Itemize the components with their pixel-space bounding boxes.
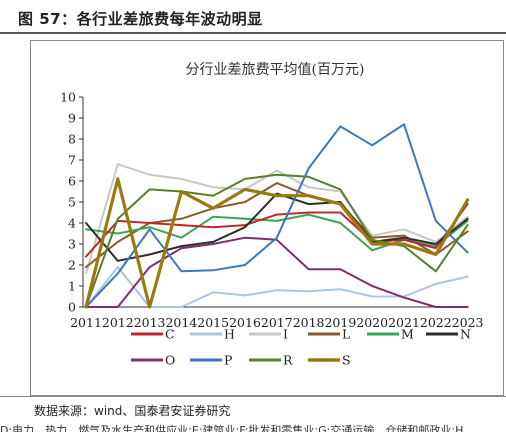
x-tick-label: 2018 bbox=[293, 315, 325, 330]
x-tick-label: 2021 bbox=[388, 315, 420, 330]
figure-title: 图 57：各行业差旅费每年波动明显 bbox=[18, 10, 263, 28]
legend-label: N bbox=[460, 327, 471, 342]
x-tick-label: 2022 bbox=[420, 315, 452, 330]
y-tick-label: 0 bbox=[68, 300, 76, 315]
legend-label: I bbox=[283, 327, 288, 342]
legend-item-r: R bbox=[249, 353, 293, 368]
x-tick-label: 2020 bbox=[356, 315, 388, 330]
series-line-r bbox=[85, 173, 469, 308]
x-tick-label: 2023 bbox=[452, 315, 484, 330]
y-tick-label: 2 bbox=[68, 258, 76, 273]
y-tick-label: 6 bbox=[68, 174, 76, 189]
series-line-c bbox=[85, 203, 469, 258]
x-tick-label: 2019 bbox=[324, 315, 356, 330]
footnote: D:电力、热力、燃气及水生产和供应业;E:建筑业;F:批发和零售业;G:交通运输… bbox=[0, 424, 464, 432]
legend-item-n: N bbox=[426, 327, 471, 342]
y-tick-label: 3 bbox=[68, 237, 76, 252]
x-tick-label: 2013 bbox=[134, 315, 166, 330]
legend-item-l: L bbox=[308, 327, 350, 342]
x-tick-label: 2012 bbox=[102, 315, 134, 330]
data-source: 数据来源：wind、国泰君安证券研究 bbox=[34, 404, 231, 418]
legend: C H I L M N O P R S bbox=[131, 327, 471, 368]
legend-item-s: S bbox=[308, 353, 351, 368]
x-axis-ticks: 2011 2012 2013 2014 2015 2016 2017 2018 2019 2020… bbox=[70, 315, 483, 330]
x-tick-label: 2016 bbox=[229, 315, 261, 330]
series-line-n bbox=[85, 192, 469, 262]
legend-label: L bbox=[342, 327, 350, 342]
legend-item-m: M bbox=[367, 327, 414, 342]
chart-frame: 分行业差旅费平均值(百万元) 0 1 2 3 4 5 6 7 8 9 10 2011 2012 2013… bbox=[30, 40, 504, 396]
title-divider bbox=[0, 32, 506, 34]
y-tick-label: 8 bbox=[68, 132, 76, 147]
source-divider bbox=[0, 396, 506, 397]
legend-item-c: C bbox=[131, 327, 175, 342]
series-line-s bbox=[84, 177, 470, 309]
y-tick-label: 10 bbox=[60, 90, 76, 105]
legend-label: C bbox=[165, 327, 175, 342]
legend-label: S bbox=[342, 353, 351, 368]
legend-label: P bbox=[224, 353, 232, 368]
y-tick-label: 4 bbox=[68, 216, 76, 231]
y-tick-label: 1 bbox=[68, 279, 76, 294]
y-tick-label: 5 bbox=[68, 195, 76, 210]
series-line-p bbox=[85, 123, 469, 308]
series-line-o bbox=[85, 236, 469, 308]
legend-label: O bbox=[165, 353, 175, 368]
x-tick-label: 2017 bbox=[261, 315, 293, 330]
x-tick-label: 2015 bbox=[197, 315, 229, 330]
y-tick-label: 9 bbox=[68, 111, 76, 126]
legend-item-p: P bbox=[190, 353, 232, 368]
chart-title: 分行业差旅费平均值(百万元) bbox=[186, 62, 365, 78]
y-axis-ticks: 0 1 2 3 4 5 6 7 8 9 10 bbox=[60, 90, 83, 315]
x-tick-label: 2014 bbox=[165, 315, 197, 330]
line-chart: 分行业差旅费平均值(百万元) 0 1 2 3 4 5 6 7 8 9 10 2011 2012 2013… bbox=[60, 62, 483, 368]
series-layer bbox=[84, 123, 470, 309]
legend-label: H bbox=[224, 327, 235, 342]
series-line-i bbox=[85, 163, 469, 275]
x-tick-label: 2011 bbox=[70, 315, 102, 330]
y-tick-label: 7 bbox=[68, 153, 76, 168]
legend-item-h: H bbox=[190, 327, 235, 342]
legend-item-i: I bbox=[249, 327, 288, 342]
legend-label: R bbox=[283, 353, 293, 368]
legend-label: M bbox=[401, 327, 414, 342]
legend-item-o: O bbox=[131, 353, 175, 368]
